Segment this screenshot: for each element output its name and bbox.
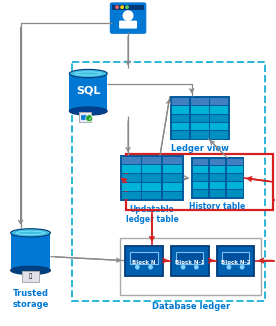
Text: History table: History table <box>189 202 246 211</box>
FancyBboxPatch shape <box>222 252 249 264</box>
FancyBboxPatch shape <box>22 271 39 282</box>
Circle shape <box>240 265 245 270</box>
FancyBboxPatch shape <box>210 131 228 139</box>
Text: Database ledger: Database ledger <box>152 303 230 311</box>
FancyBboxPatch shape <box>210 174 225 182</box>
FancyBboxPatch shape <box>163 165 182 173</box>
FancyBboxPatch shape <box>79 112 91 122</box>
FancyBboxPatch shape <box>193 159 208 165</box>
FancyBboxPatch shape <box>122 192 141 199</box>
FancyBboxPatch shape <box>210 123 228 130</box>
FancyBboxPatch shape <box>227 183 243 189</box>
FancyBboxPatch shape <box>191 114 208 122</box>
FancyBboxPatch shape <box>172 131 189 139</box>
Text: Updatable
ledger table: Updatable ledger table <box>126 205 178 224</box>
FancyBboxPatch shape <box>191 106 208 113</box>
Circle shape <box>121 6 123 8</box>
Circle shape <box>135 265 140 270</box>
FancyBboxPatch shape <box>163 192 182 199</box>
Ellipse shape <box>69 69 107 78</box>
FancyBboxPatch shape <box>193 174 208 182</box>
FancyBboxPatch shape <box>193 190 208 197</box>
FancyBboxPatch shape <box>121 156 183 165</box>
FancyBboxPatch shape <box>112 5 144 10</box>
FancyBboxPatch shape <box>193 167 208 173</box>
FancyBboxPatch shape <box>163 183 182 191</box>
FancyBboxPatch shape <box>81 115 86 119</box>
FancyBboxPatch shape <box>172 114 189 122</box>
Circle shape <box>126 6 128 8</box>
FancyBboxPatch shape <box>210 159 225 165</box>
FancyBboxPatch shape <box>163 157 182 164</box>
FancyBboxPatch shape <box>210 183 225 189</box>
Circle shape <box>116 6 118 8</box>
FancyBboxPatch shape <box>122 165 141 173</box>
Text: Block N-2: Block N-2 <box>221 259 250 265</box>
FancyBboxPatch shape <box>176 252 203 264</box>
Text: ✓: ✓ <box>87 116 92 121</box>
FancyBboxPatch shape <box>191 131 208 139</box>
FancyBboxPatch shape <box>227 167 243 173</box>
FancyBboxPatch shape <box>210 106 228 113</box>
FancyBboxPatch shape <box>122 183 141 191</box>
FancyBboxPatch shape <box>171 97 229 139</box>
Circle shape <box>194 265 199 270</box>
FancyBboxPatch shape <box>69 74 107 111</box>
FancyBboxPatch shape <box>192 158 243 166</box>
Circle shape <box>123 10 134 21</box>
FancyBboxPatch shape <box>142 174 161 182</box>
Text: 🔒: 🔒 <box>29 274 32 279</box>
FancyBboxPatch shape <box>111 3 145 33</box>
Ellipse shape <box>11 266 51 274</box>
FancyBboxPatch shape <box>172 98 189 105</box>
FancyBboxPatch shape <box>142 165 161 173</box>
FancyBboxPatch shape <box>122 174 141 182</box>
FancyBboxPatch shape <box>119 21 137 29</box>
Text: Block N-1: Block N-1 <box>175 259 205 265</box>
FancyBboxPatch shape <box>142 157 161 164</box>
Circle shape <box>86 115 93 122</box>
FancyBboxPatch shape <box>210 167 225 173</box>
FancyBboxPatch shape <box>125 246 163 275</box>
FancyBboxPatch shape <box>192 158 243 198</box>
FancyBboxPatch shape <box>227 174 243 182</box>
FancyBboxPatch shape <box>172 123 189 130</box>
Ellipse shape <box>11 229 51 237</box>
Text: SQL: SQL <box>76 85 100 95</box>
FancyBboxPatch shape <box>191 123 208 130</box>
FancyBboxPatch shape <box>210 190 225 197</box>
FancyBboxPatch shape <box>191 98 208 105</box>
Circle shape <box>148 265 153 270</box>
FancyBboxPatch shape <box>210 98 228 105</box>
FancyBboxPatch shape <box>142 192 161 199</box>
FancyBboxPatch shape <box>11 233 51 270</box>
FancyBboxPatch shape <box>171 246 209 275</box>
FancyBboxPatch shape <box>163 174 182 182</box>
FancyBboxPatch shape <box>130 252 158 264</box>
FancyBboxPatch shape <box>227 159 243 165</box>
FancyBboxPatch shape <box>193 183 208 189</box>
FancyBboxPatch shape <box>121 156 183 200</box>
Ellipse shape <box>69 107 107 115</box>
FancyBboxPatch shape <box>227 190 243 197</box>
FancyBboxPatch shape <box>172 106 189 113</box>
Circle shape <box>227 265 231 270</box>
FancyBboxPatch shape <box>122 157 141 164</box>
FancyBboxPatch shape <box>171 97 229 106</box>
FancyBboxPatch shape <box>142 183 161 191</box>
Text: Ledger view: Ledger view <box>171 144 229 153</box>
FancyBboxPatch shape <box>210 114 228 122</box>
Text: Block N: Block N <box>132 259 156 265</box>
Text: Trusted
storage: Trusted storage <box>12 289 49 309</box>
Circle shape <box>181 265 185 270</box>
FancyBboxPatch shape <box>217 246 254 275</box>
